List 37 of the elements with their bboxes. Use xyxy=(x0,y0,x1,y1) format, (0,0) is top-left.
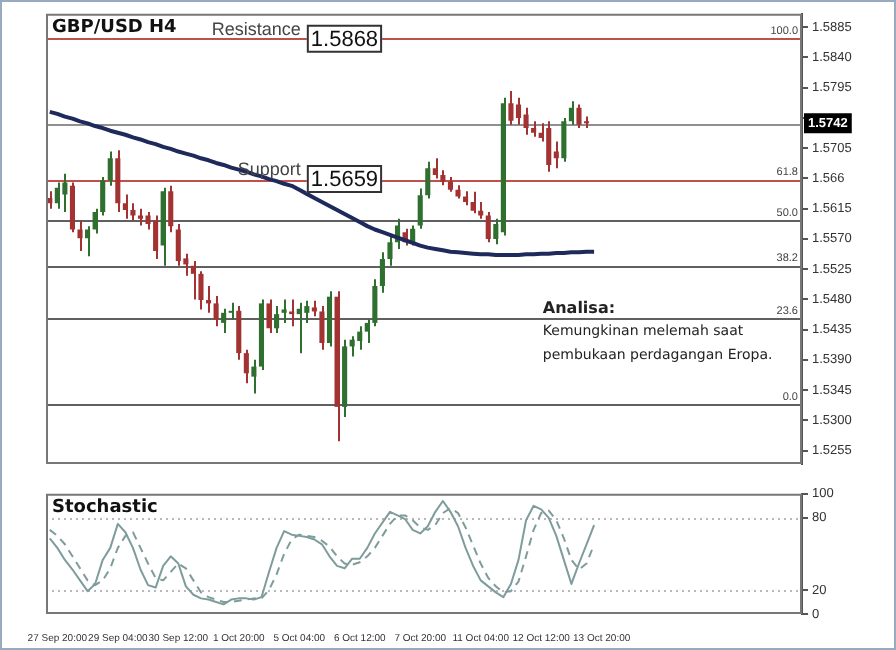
candlestick xyxy=(221,307,227,334)
candlestick xyxy=(168,184,174,234)
candlestick xyxy=(62,172,68,214)
candlestick xyxy=(115,149,121,214)
annotation: Analisa: xyxy=(542,299,616,318)
candlestick xyxy=(266,298,272,334)
candlestick xyxy=(236,305,242,361)
candlestick xyxy=(107,150,113,187)
candlestick xyxy=(190,260,196,301)
candlestick xyxy=(357,325,363,351)
candlestick xyxy=(274,305,280,334)
candlestick xyxy=(319,305,325,351)
candlestick xyxy=(508,90,514,126)
candlestick xyxy=(213,295,219,328)
annotation: 1.5659 xyxy=(310,168,379,193)
candlestick xyxy=(546,120,552,173)
candlestick xyxy=(289,298,295,328)
chart-title: Stochastic xyxy=(52,498,158,519)
candlestick xyxy=(523,106,529,136)
annotation: 1.5868 xyxy=(310,27,379,52)
candlestick xyxy=(561,116,567,163)
candlestick xyxy=(432,157,438,180)
candlestick xyxy=(69,181,76,234)
candlestick xyxy=(515,96,522,126)
candlestick xyxy=(153,214,159,261)
candlestick xyxy=(485,211,491,244)
candlestick xyxy=(281,298,287,324)
candlestick xyxy=(296,301,302,355)
candlestick xyxy=(175,223,181,267)
annotation: Resistance xyxy=(211,18,301,39)
candlestick xyxy=(576,103,582,130)
candlestick xyxy=(54,181,60,210)
chart-title: GBP/USD H4 xyxy=(52,18,177,39)
candlestick xyxy=(243,348,249,385)
candlestick xyxy=(326,290,333,348)
candlestick xyxy=(470,190,476,215)
annotation: Support xyxy=(237,159,302,180)
